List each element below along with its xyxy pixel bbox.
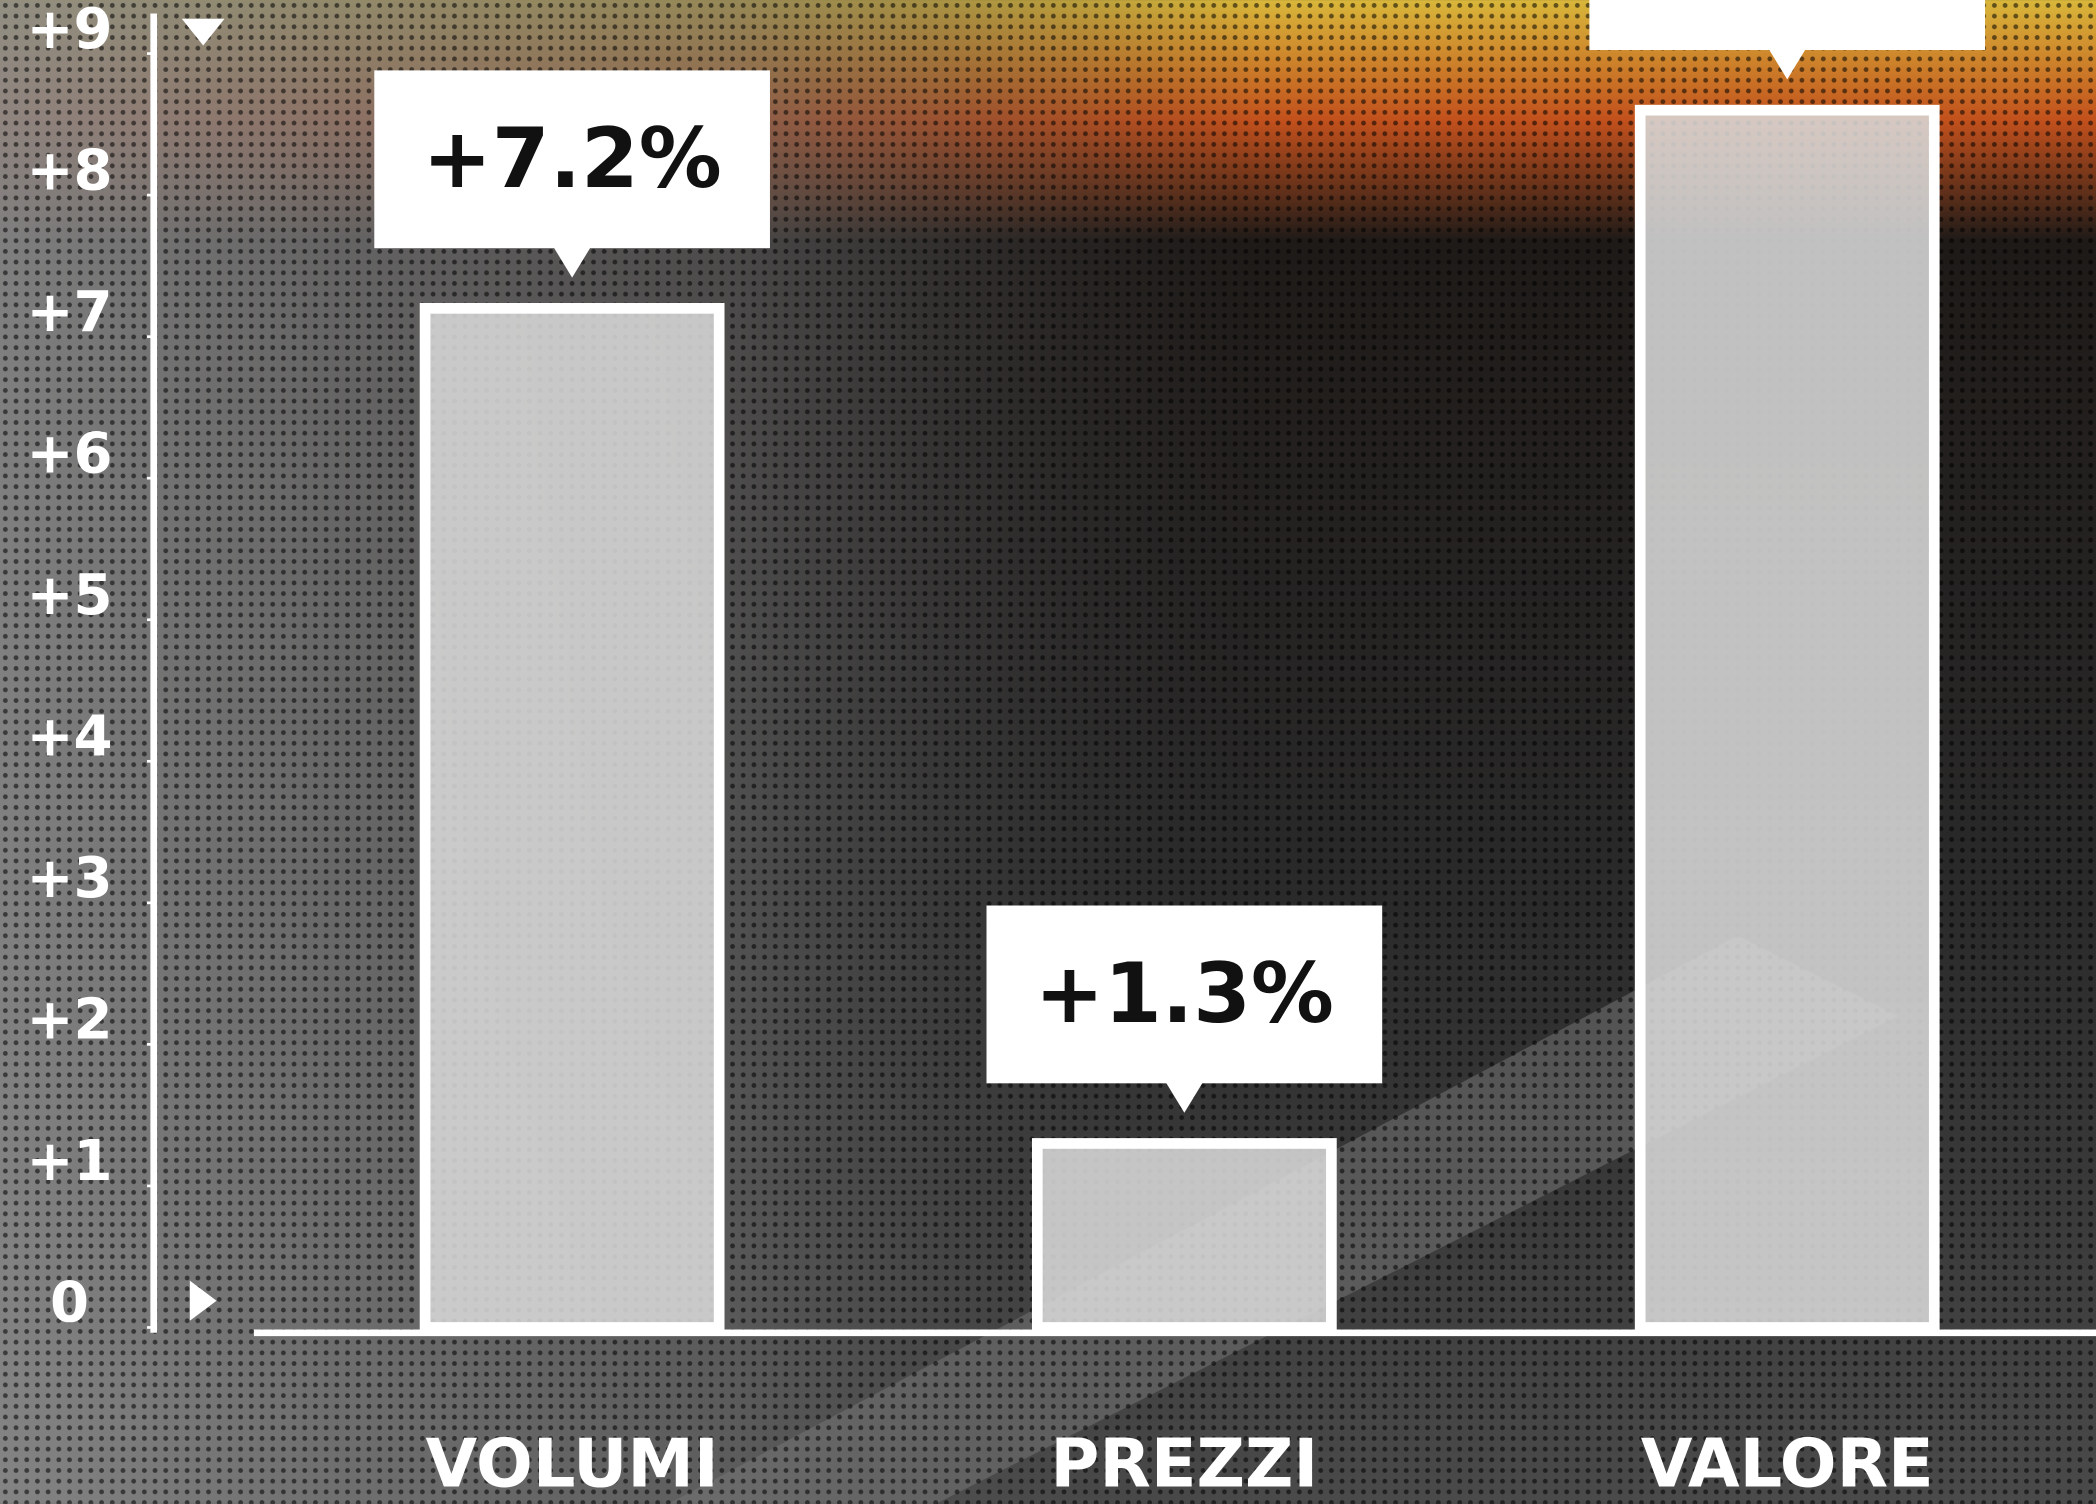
y-tick-label: +7 [26,280,112,345]
y-tick-label: +8 [26,138,112,203]
y-tick-label: +6 [26,421,112,486]
y-tick-label: +1 [26,1129,112,1194]
value-label: +7.2% [423,110,722,207]
x-tick-label: VOLUMI [426,1424,719,1502]
y-tick-label: +2 [26,988,112,1053]
value-label: +1.3% [1035,945,1334,1042]
page: {"chart_data": {"type": "bar", "categori… [0,0,2096,1504]
y-tick-label: +4 [26,705,112,770]
bar [425,308,719,1327]
y-tick-label: +3 [26,846,112,911]
x-tick-label: VALORE [1641,1424,1934,1502]
y-tick-label: +9 [26,0,112,62]
chart: 0 +1 +2 +3 +4 +5 +6 +7 +8 +9 VOLUMI +7.2% PREZZI +1.3… [0,0,2096,1504]
x-tick-label: PREZZI [1050,1424,1318,1502]
bar [1640,110,1934,1327]
callout-box [1589,0,1985,50]
bar [1037,1143,1331,1327]
y-tick-label: +5 [26,563,112,628]
y-tick-label: 0 [50,1271,89,1336]
